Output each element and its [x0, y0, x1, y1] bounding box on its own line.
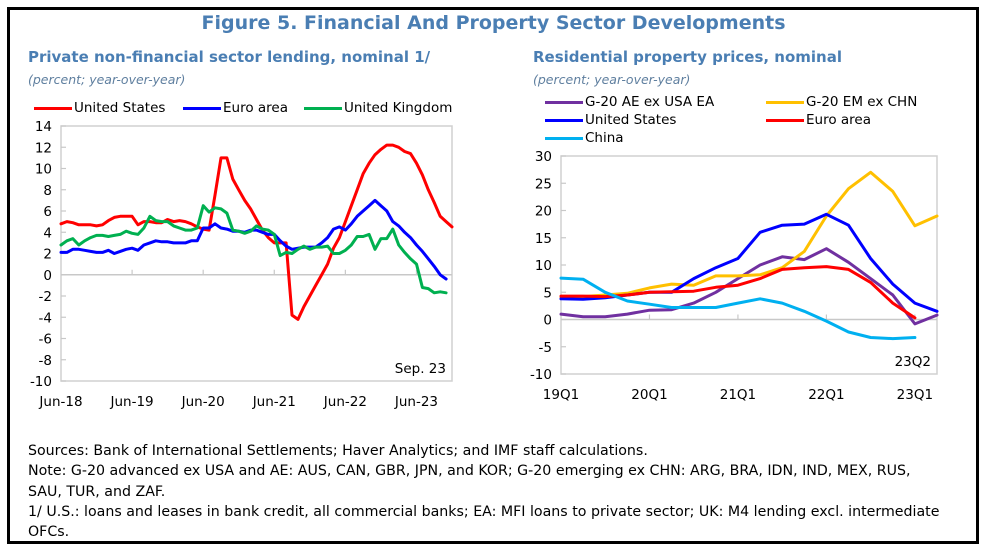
y-tick-label: -10: [30, 374, 52, 390]
x-tick-label: 22Q1: [808, 387, 844, 403]
y-tick-label: 20: [535, 204, 552, 220]
legend-swatch-euro-area: [183, 106, 221, 110]
right-chart-title: Residential property prices, nominal: [533, 48, 842, 66]
x-tick-label: Jun-20: [181, 394, 225, 410]
series-line-euro-area: [559, 265, 917, 320]
legend-label: China: [585, 130, 624, 146]
chart-annotation: 23Q2: [895, 354, 931, 370]
y-tick-label: -10: [530, 367, 552, 383]
footnote-line-1: 1/ U.S.: loans and leases in bank credit…: [28, 503, 940, 520]
notes: Sources: Bank of International Settlemen…: [28, 441, 963, 542]
chart-annotation: Sep. 23: [395, 361, 446, 377]
legend-item-euro-area: Euro area: [183, 100, 288, 116]
x-tick-label: 21Q1: [720, 387, 756, 403]
figure-title: Figure 5. Financial And Property Sector …: [201, 12, 786, 34]
legend-label: G-20 EM ex CHN: [806, 94, 918, 110]
x-tick-label: Jun-23: [394, 394, 438, 410]
left-chart-title: Private non-financial sector lending, no…: [28, 48, 431, 66]
legend-item-euro-area-right: Euro area: [766, 112, 871, 128]
series-line-china: [559, 276, 917, 341]
y-tick-label: -2: [39, 289, 52, 305]
y-tick-label: 30: [535, 149, 552, 165]
legend-swatch-united-states: [545, 118, 583, 122]
y-tick-label: 25: [535, 176, 552, 192]
y-tick-label: 4: [43, 225, 52, 241]
footnote-line-2: OFCs.: [28, 524, 70, 541]
legend-item-g20-ae: G-20 AE ex USA EA: [545, 94, 714, 110]
y-tick-label: -4: [39, 310, 52, 326]
y-tick-label: -6: [39, 332, 52, 348]
x-tick-label: Jun-21: [252, 394, 296, 410]
y-tick-label: 8: [43, 183, 52, 199]
legend-item-united-kingdom: United Kingdom: [304, 100, 452, 116]
legend-item-china: China: [545, 130, 624, 146]
y-tick-label: 10: [535, 258, 552, 274]
x-tick-label: Jun-18: [38, 394, 82, 410]
legend-swatch-united-states: [34, 106, 72, 110]
legend-label: United States: [585, 112, 677, 128]
series-line-united-states: [59, 143, 454, 321]
series-line-united-kingdom: [59, 204, 448, 295]
legend-label: G-20 AE ex USA EA: [585, 94, 715, 110]
y-tick-label: 0: [543, 313, 552, 329]
y-tick-label: 2: [43, 247, 52, 263]
left-chart-subtitle: (percent; year-over-year): [28, 72, 186, 87]
y-tick-label: -5: [539, 340, 552, 356]
series-line-g-20-ae-ex-usa-ea: [559, 247, 939, 326]
legend-swatch-china: [545, 136, 583, 140]
y-tick-label: -8: [39, 353, 52, 369]
figure-frame: [7, 7, 979, 544]
legend-swatch-g20-ae: [545, 100, 583, 104]
y-tick-label: 0: [43, 268, 52, 284]
legend-label: Euro area: [223, 100, 288, 116]
y-tick-label: 14: [35, 119, 52, 135]
sources-note: Sources: Bank of International Settlemen…: [28, 443, 648, 459]
legend-swatch-united-kingdom: [304, 106, 342, 110]
legend-item-g20-em: G-20 EM ex CHN: [766, 94, 917, 110]
legend-label: United Kingdom: [344, 100, 453, 116]
plot-frame: [560, 155, 938, 375]
x-tick-label: Jun-19: [110, 394, 154, 410]
note-line-2: SAU, TUR, and ZAF.: [28, 483, 166, 500]
legend-label: United States: [74, 100, 166, 116]
legend-item-united-states: United States: [34, 100, 165, 116]
y-tick-label: 5: [543, 285, 552, 301]
legend-label: Euro area: [806, 112, 871, 128]
series-line-g-20-em-ex-chn: [559, 170, 939, 300]
x-tick-label: Jun-22: [323, 394, 367, 410]
legend-item-united-states-right: United States: [545, 112, 676, 128]
y-tick-label: 6: [43, 204, 52, 220]
x-tick-label: 20Q1: [631, 387, 667, 403]
legend-swatch-g20-em: [766, 100, 804, 104]
y-tick-label: 10: [35, 162, 52, 178]
y-tick-label: 12: [35, 140, 52, 156]
legend-swatch-euro-area: [766, 118, 804, 122]
note-line-1: Note: G-20 advanced ex USA and AE: AUS, …: [28, 463, 911, 480]
right-chart-subtitle: (percent; year-over-year): [533, 72, 691, 87]
x-tick-label: 19Q1: [543, 387, 579, 403]
y-tick-label: 15: [535, 231, 552, 247]
x-tick-label: 23Q1: [897, 387, 933, 403]
